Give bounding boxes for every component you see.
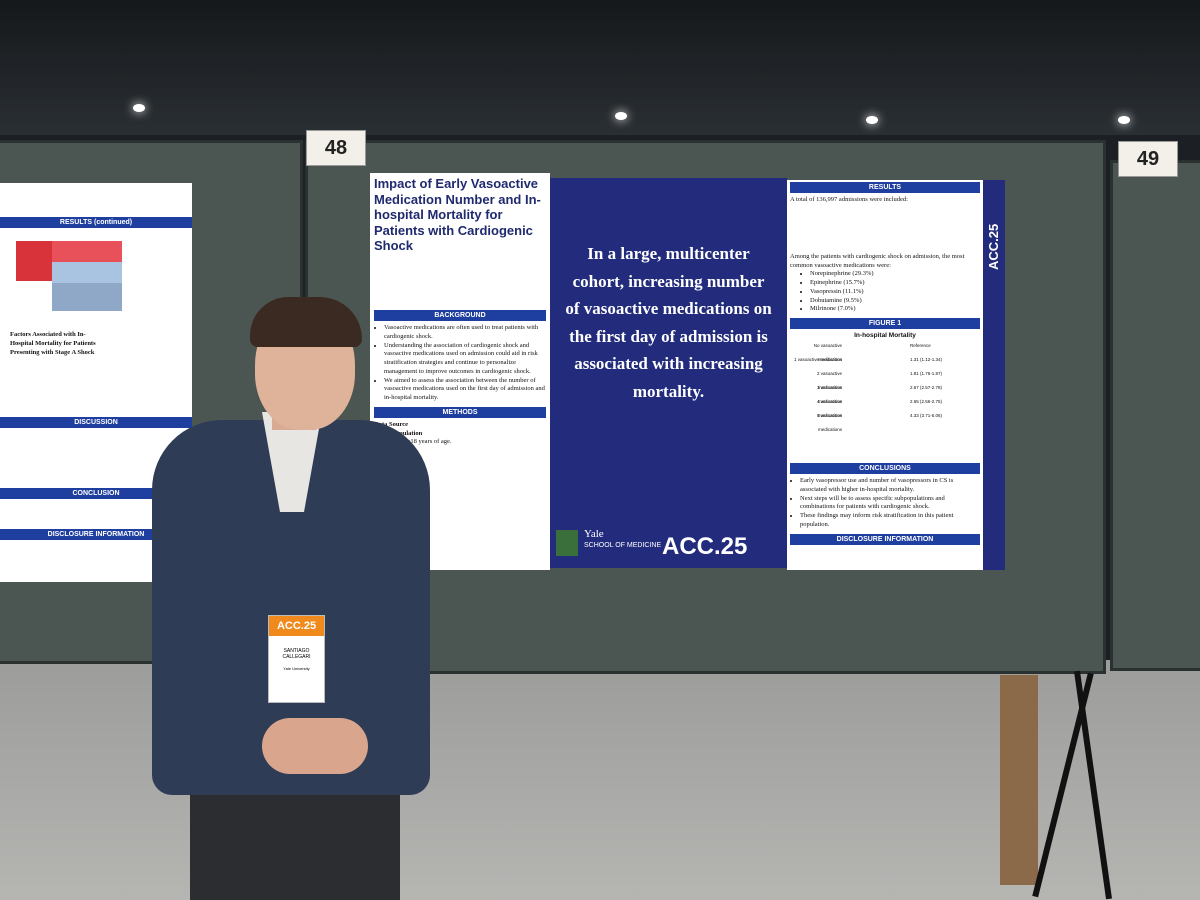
school: Yale <box>584 528 604 540</box>
poster-center: In a large, multicenter cohort, increasi… <box>550 178 787 568</box>
bullet: Dobutamine (9.5%) <box>810 297 980 306</box>
poster-right-column: RESULTS A total of 136,997 admissions we… <box>787 180 983 570</box>
light <box>1118 116 1130 124</box>
light <box>615 112 627 120</box>
poster-title: Impact of Early Vasoactive Medication Nu… <box>374 176 541 254</box>
bullet: These findings may inform risk stratific… <box>800 512 980 530</box>
booth-number: 48 <box>306 130 366 166</box>
bullet-list: Early vasopressor use and number of vaso… <box>790 477 980 530</box>
logo: ACC.25 <box>662 533 748 560</box>
bullet: Milrinone (7.0%) <box>810 305 980 314</box>
row-label: No vasoactive medications <box>813 343 842 363</box>
section-heading: CONCLUSIONS <box>790 463 980 475</box>
bullet-list: Norepinephrine (29.3%)Epinephrine (15.7%… <box>790 270 980 314</box>
caption: Factors Associated with In-Hospital Mort… <box>10 331 96 356</box>
bullet: Norepinephrine (29.3%) <box>810 270 980 279</box>
odds-ratio: 1.81 (1.75-1.87) <box>910 371 943 377</box>
methods-line: Adults aged ≥18 years of age. <box>374 438 452 446</box>
light <box>866 116 878 124</box>
odds-ratio: 2.67 (2.57-2.78) <box>910 385 943 391</box>
logo-vertical: ACC.25 <box>986 223 1001 270</box>
row-label: 5 vasoactive medications <box>816 413 842 433</box>
headline: In a large, multicenter cohort, increasi… <box>565 244 772 401</box>
hands <box>262 718 368 774</box>
results-after: Among the patients with cardiogenic shoc… <box>790 252 965 269</box>
row-label: 2 vasoactive medications <box>816 371 842 391</box>
forest-plot: No vasoactive medications Reference 1 vaso… <box>790 339 980 432</box>
odds-ratio: Reference <box>910 343 931 349</box>
school-sub: SCHOOL OF MEDICINE <box>584 542 662 549</box>
bullet: Next steps will be to assess specific su… <box>800 495 980 513</box>
board <box>1110 160 1200 671</box>
section-heading: METHODS <box>374 406 546 418</box>
row-label: 3 vasoactive medications <box>816 385 842 405</box>
section-heading: RESULTS <box>790 182 980 193</box>
odds-ratio: 1.31 (1.12-1.34) <box>910 357 943 363</box>
section-heading: CONCLUSION <box>0 488 192 500</box>
section-heading: FIGURE 1 <box>790 318 980 330</box>
section-heading: RESULTS (continued) <box>0 217 192 228</box>
figure-title: In-hospital Mortality <box>854 332 916 340</box>
left-poster: RESULTS (continued) Factors Associated w… <box>0 183 192 582</box>
shield <box>556 530 578 556</box>
badge-name: SANTIAGO CALLEGARI <box>282 648 311 660</box>
poster-side-bar: ACC.25 <box>983 180 1005 570</box>
sankey <box>0 231 192 331</box>
odds-ratio: 2.65 (2.56-2.75) <box>910 399 943 405</box>
odds-ratio: 4.33 (3.71-5.06) <box>910 413 943 419</box>
methods-line: Data Source <box>374 420 409 428</box>
light <box>133 104 145 112</box>
row-label: 4 vasoactive medications <box>816 399 842 419</box>
tube <box>1000 675 1038 885</box>
booth-number: 49 <box>1118 141 1178 177</box>
bullet: We aimed to assess the association betwe… <box>384 377 546 403</box>
bullet: Epinephrine (15.7%) <box>810 279 980 288</box>
section-heading: DISCUSSION <box>0 417 192 429</box>
badge-event: ACC.25 <box>269 616 324 636</box>
bullet: Understanding the association of cardiog… <box>384 342 546 377</box>
ceiling <box>0 0 1200 135</box>
bullet: Vasoactive medications are often used to… <box>384 324 546 342</box>
row-label: 1 vasoactive medication <box>793 357 842 363</box>
results-intro: A total of 136,997 admissions were inclu… <box>790 196 908 203</box>
hair <box>250 297 362 347</box>
badge-org: Yale University <box>283 666 310 671</box>
bullet: Early vasopressor use and number of vaso… <box>800 477 980 495</box>
trousers <box>190 780 400 900</box>
section-heading: DISCLOSURE INFORMATION <box>790 533 980 545</box>
section-heading: DISCLOSURE INFORMATION <box>0 529 192 541</box>
section-heading: BACKGROUND <box>374 309 546 321</box>
badge: ACC.25 SANTIAGO CALLEGARI Yale Universit… <box>268 615 325 703</box>
bullet: Vasopressin (11.1%) <box>810 288 980 297</box>
bullet-list: Vasoactive medications are often used to… <box>374 324 546 403</box>
